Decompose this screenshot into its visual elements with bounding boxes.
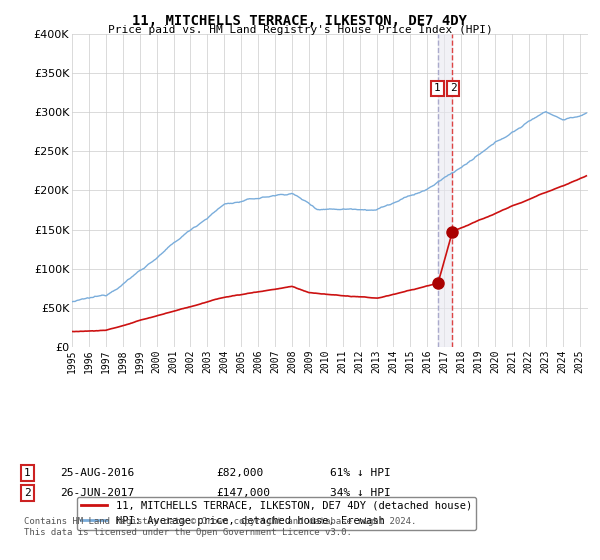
Text: 11, MITCHELLS TERRACE, ILKESTON, DE7 4DY: 11, MITCHELLS TERRACE, ILKESTON, DE7 4DY (133, 14, 467, 28)
Text: 2: 2 (24, 488, 31, 498)
Text: This data is licensed under the Open Government Licence v3.0.: This data is licensed under the Open Gov… (24, 528, 352, 537)
Text: Price paid vs. HM Land Registry's House Price Index (HPI): Price paid vs. HM Land Registry's House … (107, 25, 493, 35)
Text: 26-JUN-2017: 26-JUN-2017 (60, 488, 134, 498)
Text: £147,000: £147,000 (216, 488, 270, 498)
Text: 25-AUG-2016: 25-AUG-2016 (60, 468, 134, 478)
Text: £82,000: £82,000 (216, 468, 263, 478)
Bar (438, 34, 452, 347)
Text: 34% ↓ HPI: 34% ↓ HPI (330, 488, 391, 498)
Text: 1: 1 (434, 83, 441, 94)
Text: 2: 2 (450, 83, 457, 94)
Text: 61% ↓ HPI: 61% ↓ HPI (330, 468, 391, 478)
Text: 1: 1 (24, 468, 31, 478)
Text: Contains HM Land Registry data © Crown copyright and database right 2024.: Contains HM Land Registry data © Crown c… (24, 516, 416, 526)
Legend: 11, MITCHELLS TERRACE, ILKESTON, DE7 4DY (detached house), HPI: Average price, d: 11, MITCHELLS TERRACE, ILKESTON, DE7 4DY… (77, 497, 476, 530)
